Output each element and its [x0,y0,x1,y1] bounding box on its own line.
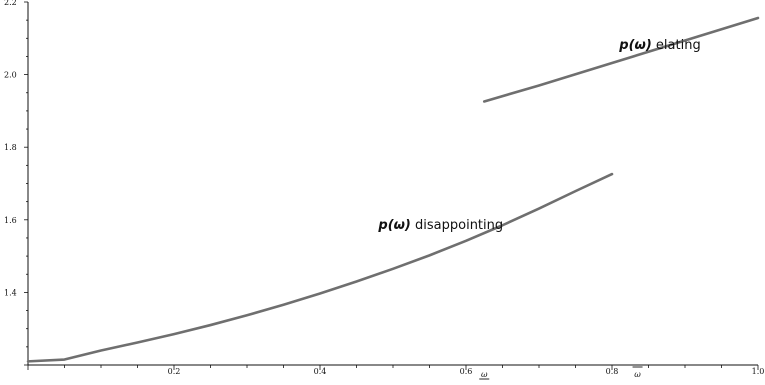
x-tick-label: 0.2 [168,367,181,376]
x-tick-label: 0.4 [314,367,327,376]
y-tick-label: 2.2 [4,0,17,7]
y-tick-label: 2.0 [4,71,17,80]
x-tick-label: 0.8 [606,367,619,376]
plot-layer: 0.2 0.4 0.6 0.8 1.0 1.4 1.6 1.8 2.0 2.2 ω ω p(ω) dis… [4,0,765,380]
y-tick-label: 1.4 [4,288,17,297]
x-tick-label: 0.6 [460,367,473,376]
annotation-math: p(ω) [618,38,652,53]
x-tick-label: 1.0 [752,367,765,376]
omega-tick-label: ω [634,370,641,379]
y-tick-label: 1.6 [4,216,17,225]
annotation-2: p(ω) elating [618,38,700,53]
y-tick-label: 1.8 [4,143,17,152]
series-line-2 [482,16,760,103]
annotation-text: elating [652,38,701,53]
series-line-1 [26,172,614,363]
annotation-text: disappointing [411,218,503,233]
omega-tick-label: ω [481,370,488,379]
annotation-math: p(ω) [377,218,411,233]
annotation-1: p(ω) disappointing [377,218,503,233]
